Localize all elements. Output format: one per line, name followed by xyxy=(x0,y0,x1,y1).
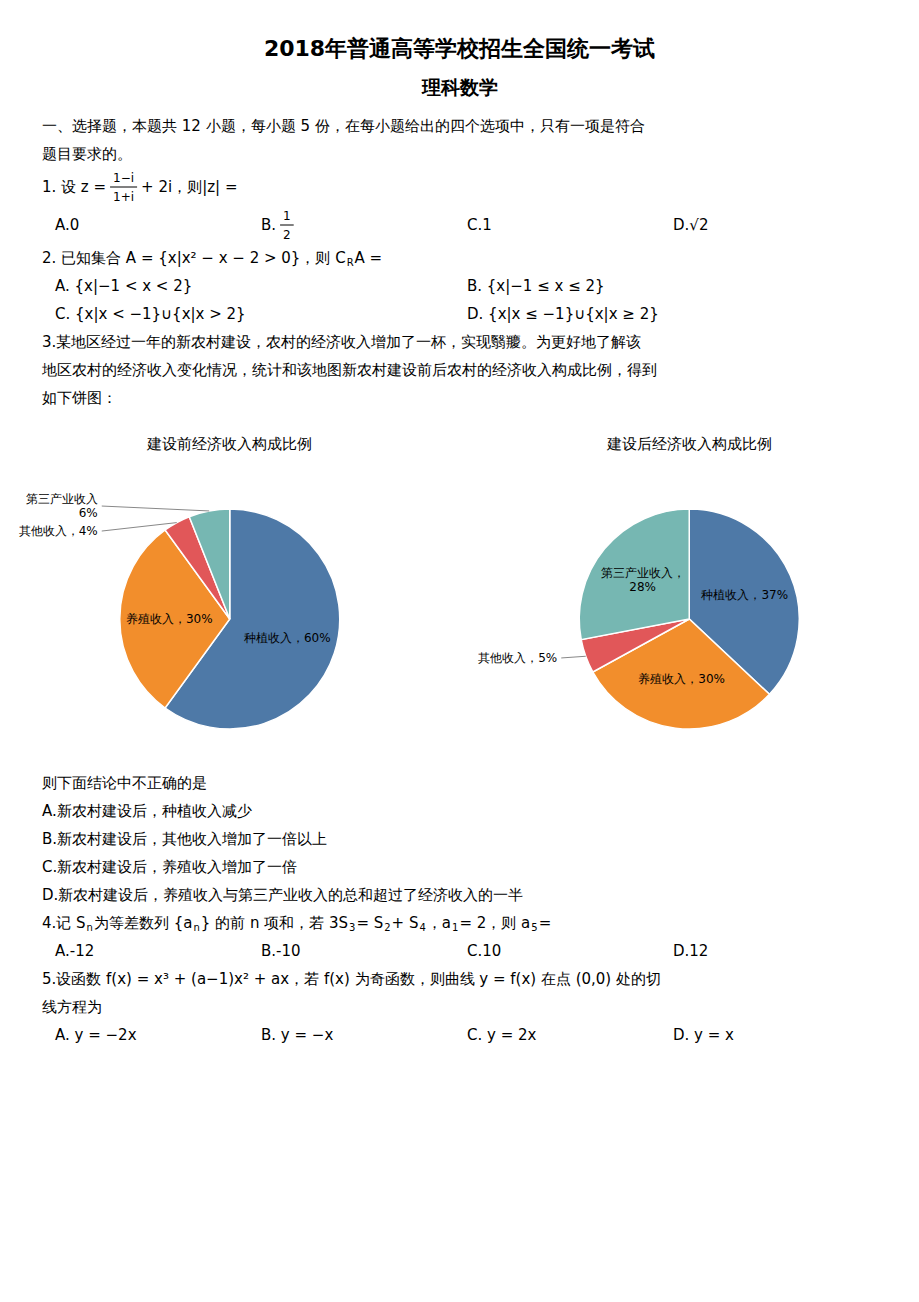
subscript: 3 xyxy=(349,922,355,933)
annotation-text: } 的前 n 项和，若 3S xyxy=(201,914,348,932)
annotation-text: C. y = 2x xyxy=(467,1026,537,1044)
chart-title: 建设后经济收入构成比例 xyxy=(606,435,772,453)
annotation-text: A.0 xyxy=(55,216,79,234)
annotation-text: + 2i，则|z| = xyxy=(141,178,237,196)
annotation-text: A.-12 xyxy=(55,942,94,960)
data-label: 养殖收入，30% xyxy=(126,612,213,626)
annotation-text: 2. 已知集合 A = {x|x² − x − 2 > 0}，则 C xyxy=(42,249,346,267)
annotation-text: B. xyxy=(261,216,276,234)
leader-line xyxy=(102,523,177,531)
annotation-text: 3.某地区经过一年的新农村建设，农村的经济收入增加了一杯，实现翳羻。为更好地了解… xyxy=(42,333,641,351)
annotation-text: C.新农村建设后，养殖收入增加了一倍 xyxy=(42,858,297,876)
annotation-text: 地区农村的经济收入变化情况，统计和该地图新农村建设前后农村的经济收入构成比例，得… xyxy=(41,361,657,379)
annotation-text: 题目要求的。 xyxy=(42,145,132,163)
subscript: 2 xyxy=(384,922,390,933)
annotation-text: C.1 xyxy=(467,216,492,234)
annotation-text: D.√2 xyxy=(673,216,708,234)
data-labels: 种植收入，60% 养殖收入，30% 第三产业收入6% 其他收入，4% xyxy=(19,492,331,645)
annotation-text: A = xyxy=(355,249,383,267)
data-label: 第三产业收入，28% xyxy=(601,566,685,594)
subscript: R xyxy=(347,257,354,268)
annotation-text: ，a xyxy=(427,914,451,932)
fraction-numerator: 1 xyxy=(283,209,291,223)
subscript: n xyxy=(87,922,93,933)
fraction-bar xyxy=(280,225,294,226)
annotation-text: A.新农村建设后，种植收入减少 xyxy=(42,802,252,820)
annotation-text: C.10 xyxy=(467,942,501,960)
annotation-text: B.-10 xyxy=(261,942,301,960)
annotation-text: B. y = −x xyxy=(261,1026,333,1044)
subscript: 1 xyxy=(452,922,458,933)
text-section: 一、选择题，本题共 12 小题，每小题 5 份，在每小题给出的四个选项中，只有一… xyxy=(41,117,708,407)
annotation-text: D.新农村建设后，养殖收入与第三产业收入的总和超过了经济收入的一半 xyxy=(42,886,523,904)
pie-slice xyxy=(189,509,229,619)
data-label: 第三产业收入6% xyxy=(26,492,98,520)
annotation-text: B. {x|−1 ≤ x ≤ 2} xyxy=(467,277,605,295)
title: 2018年普通高等学校招生全国统一考试 xyxy=(264,36,655,61)
annotation-text: A. {x|−1 < x < 2} xyxy=(55,277,192,295)
annotation-text: A. y = −2x xyxy=(55,1026,137,1044)
data-label: 种植收入，60% xyxy=(244,630,331,644)
data-label: 其他收入，4% xyxy=(19,524,98,538)
data-label: 种植收入，37% xyxy=(701,587,788,601)
subscript: 4 xyxy=(419,922,425,933)
annotation-text: 4.记 S xyxy=(42,914,86,932)
annotation-text: = S xyxy=(356,914,383,932)
subscript: n xyxy=(193,922,199,933)
annotation-text: 一、选择题，本题共 12 小题，每小题 5 份，在每小题给出的四个选项中，只有一… xyxy=(42,117,645,135)
pie-slice xyxy=(579,509,689,640)
fraction-denominator: 1+i xyxy=(113,190,134,204)
annotation-text: 如下饼图： xyxy=(42,389,117,407)
annotation-text: 线方程为 xyxy=(42,998,102,1016)
text-section: 则下面结论中不正确的是 A.新农村建设后，种植收入减少 B.新农村建设后，其他收入增… xyxy=(42,774,734,1044)
fraction-numerator: 1−i xyxy=(113,171,134,185)
chart-title: 建设前经济收入构成比例 xyxy=(146,435,312,453)
pie-chart: 种植收入，37% 养殖收入，30% 第三产业收入，28% 其他收入，5% xyxy=(478,509,799,729)
page: 2018年普通高等学校招生全国统一考试理科数学一、选择题，本题共 12 小题，每… xyxy=(0,0,919,1302)
annotation-text: 5.设函数 f(x) = x³ + (a−1)x² + ax，若 f(x) 为奇… xyxy=(42,970,661,988)
pie-chart: 种植收入，60% 养殖收入，30% 第三产业收入6% 其他收入，4% xyxy=(19,492,340,729)
slices xyxy=(120,509,340,729)
annotation-text: D.12 xyxy=(673,942,708,960)
leader-line xyxy=(561,656,586,658)
annotation-text: + S xyxy=(392,914,419,932)
annotation-text: = xyxy=(539,914,552,932)
subtitle: 理科数学 xyxy=(421,76,498,98)
annotation-text: C. {x|x < −1}∪{x|x > 2} xyxy=(55,305,246,323)
annotation-text: 则下面结论中不正确的是 xyxy=(42,774,207,792)
leader-line xyxy=(102,506,209,511)
slices xyxy=(579,509,799,729)
annotation-text: = 2，则 a xyxy=(459,914,530,932)
annotation-text: 为等差数列 {a xyxy=(94,914,193,932)
fraction-denominator: 2 xyxy=(283,228,291,242)
annotation-text: 1. 设 z = xyxy=(42,178,106,196)
fraction-bar xyxy=(110,187,137,188)
data-labels: 种植收入，37% 养殖收入，30% 第三产业收入，28% 其他收入，5% xyxy=(478,566,788,686)
annotation-text: B.新农村建设后，其他收入增加了一倍以上 xyxy=(42,830,327,848)
subscript: 5 xyxy=(531,922,537,933)
annotation-text: D. {x|x ≤ −1}∪{x|x ≥ 2} xyxy=(467,305,659,323)
data-label: 养殖收入，30% xyxy=(638,672,725,686)
data-label: 其他收入，5% xyxy=(478,650,557,664)
annotation-text: D. y = x xyxy=(673,1026,734,1044)
